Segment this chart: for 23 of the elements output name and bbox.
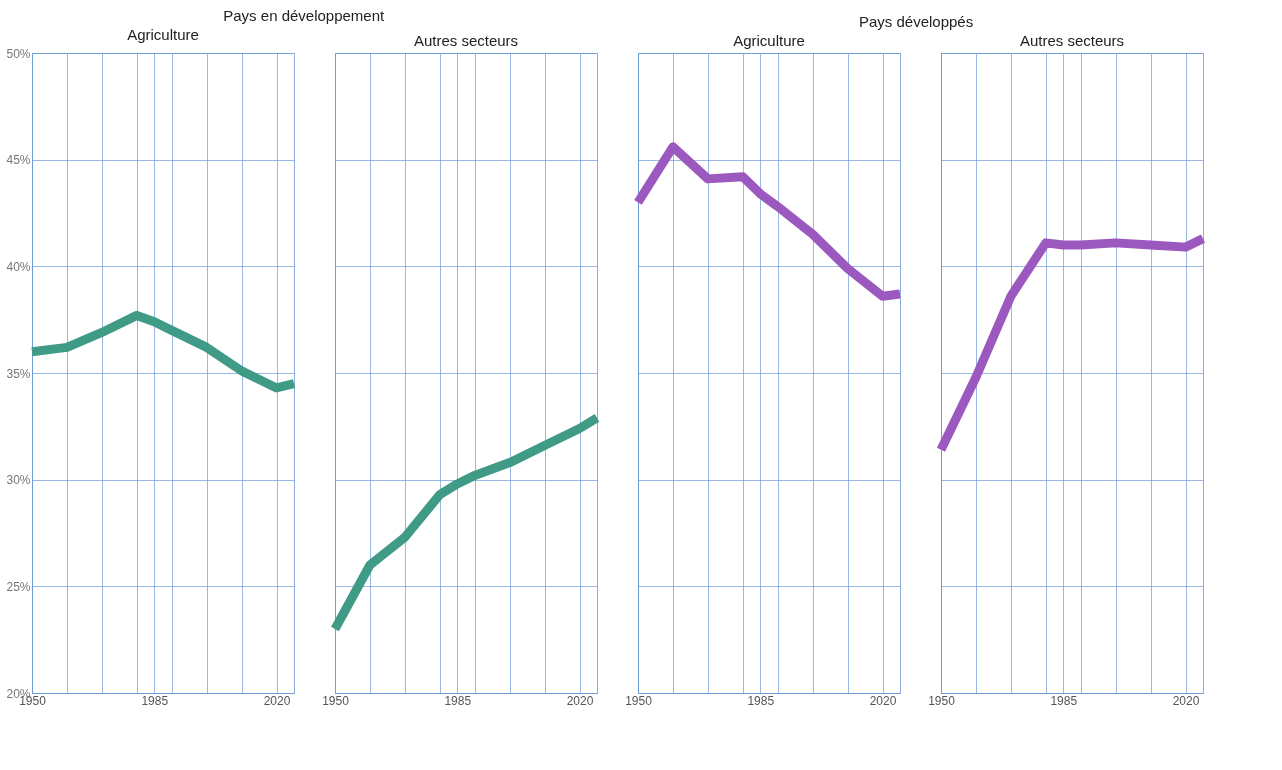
x-tick-label: 1985 <box>444 693 472 708</box>
y-tick-label: 30% <box>6 473 31 488</box>
chart-subtitle: Autres secteurs <box>413 32 519 49</box>
x-tick-label: 1985 <box>1050 693 1078 708</box>
y-tick-label: 40% <box>6 259 31 274</box>
x-tick-label: 1950 <box>322 693 350 708</box>
x-tick-label: 1985 <box>141 693 169 708</box>
x-tick-label: 1985 <box>747 693 775 708</box>
x-tick-label: 2020 <box>263 693 291 708</box>
y-tick-label: 45% <box>6 153 31 168</box>
chart-subtitle: Autres secteurs <box>1019 32 1125 49</box>
chart-title: Pays en développement <box>223 6 386 24</box>
chart-title: Pays développés <box>858 12 974 30</box>
x-tick-label: 2020 <box>1172 693 1200 708</box>
x-tick-label: 2020 <box>566 693 594 708</box>
x-tick-label: 2020 <box>869 693 897 708</box>
chart-subtitle: Agriculture <box>127 26 199 43</box>
x-tick-label: 1950 <box>928 693 956 708</box>
y-tick-label: 25% <box>6 579 31 594</box>
y-tick-label: 35% <box>6 366 31 381</box>
y-tick-label: 50% <box>6 46 31 61</box>
chart-subtitle: Agriculture <box>733 32 805 49</box>
x-tick-label: 1950 <box>625 693 653 708</box>
